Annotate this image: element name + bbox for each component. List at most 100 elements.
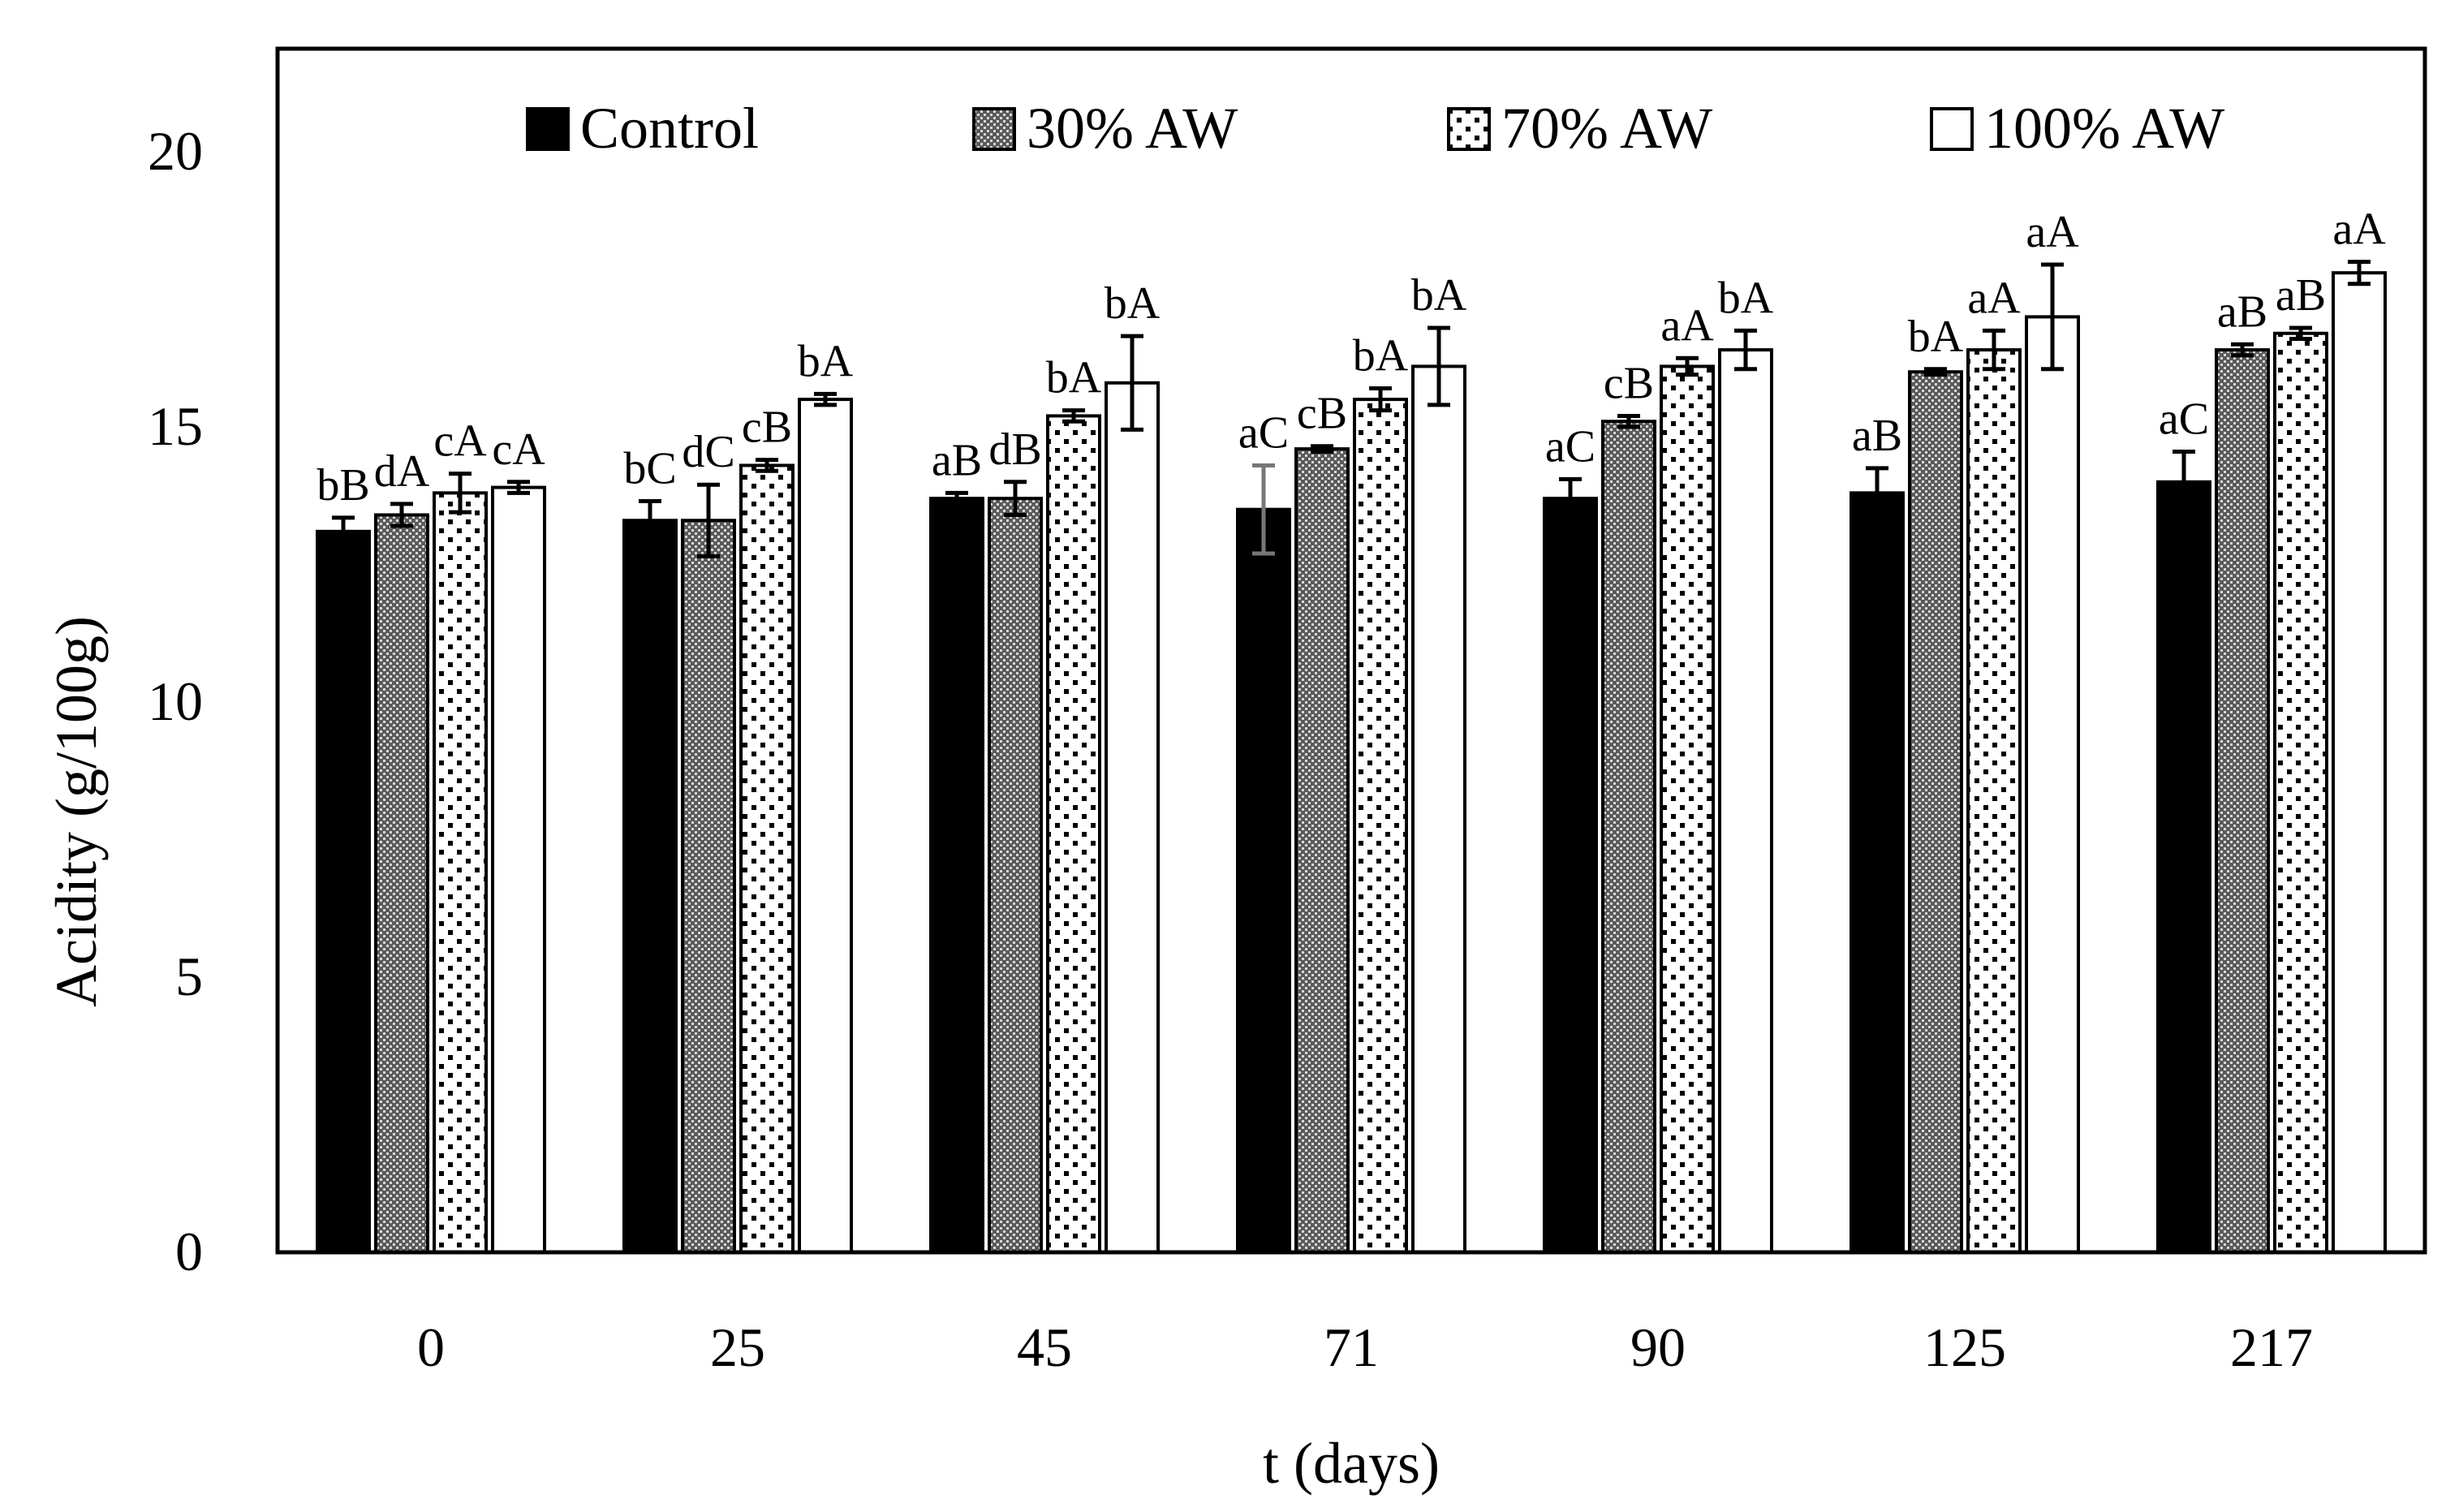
y-axis-title: Acidity (g/100g) <box>44 616 109 1007</box>
bar <box>2025 315 2080 1254</box>
error-bar <box>332 515 355 548</box>
bar <box>1411 364 1466 1254</box>
significance-letter: bB <box>317 460 369 510</box>
bar <box>1660 364 1715 1254</box>
plot-frame <box>275 46 2427 1255</box>
x-tick-label: 0 <box>417 1316 445 1378</box>
significance-letter: bC <box>623 444 676 494</box>
legend-label: 30% AW <box>1027 96 1238 161</box>
error-bar <box>756 458 778 473</box>
significance-letter: aA <box>1967 273 2021 323</box>
bar <box>2215 348 2270 1255</box>
significance-letter: bA <box>1353 331 1409 381</box>
error-bar <box>1369 386 1392 413</box>
legend-swatch <box>1930 107 1974 151</box>
y-axis-ticks: 0 5 10 15 20 <box>148 120 203 1282</box>
error-bar <box>639 499 661 542</box>
error-bar <box>697 482 720 558</box>
x-tick-label: 45 <box>1017 1316 1072 1378</box>
legend-item: 30% AW <box>972 96 1238 161</box>
y-tick-label: 10 <box>148 670 203 732</box>
y-tick-label: 20 <box>148 120 203 182</box>
error-bar <box>1866 466 1888 520</box>
significance-letter: aA <box>2332 205 2386 255</box>
significance-letter: bA <box>1718 273 1774 323</box>
error-bar <box>945 490 968 506</box>
error-bar <box>507 480 530 495</box>
legend-label: 100% AW <box>1984 96 2224 161</box>
error-bar <box>1121 334 1143 432</box>
significance-letter: bA <box>1105 278 1161 329</box>
error-bar <box>1734 328 1757 372</box>
error-bar <box>2289 325 2312 342</box>
bar <box>2332 271 2387 1254</box>
bar <box>1353 398 1408 1255</box>
significance-letter: cB <box>742 403 792 453</box>
error-bar <box>2041 262 2064 372</box>
significance-letter: cA <box>492 424 545 475</box>
legend-item: 70% AW <box>1447 96 1712 161</box>
error-bar <box>1559 476 1582 520</box>
error-bar <box>1252 463 1275 556</box>
significance-letter: aC <box>2159 394 2209 445</box>
bar <box>1850 491 1905 1254</box>
x-tick-label: 71 <box>1324 1316 1379 1378</box>
error-bar <box>814 391 837 407</box>
bar <box>433 491 488 1254</box>
legend-swatch <box>526 107 570 151</box>
significance-letter: aC <box>1238 407 1289 458</box>
bar <box>1543 497 1598 1254</box>
significance-letter: aC <box>1545 421 1595 472</box>
y-tick-label: 0 <box>175 1221 203 1282</box>
significance-letter: cA <box>433 416 487 467</box>
y-tick-label: 5 <box>175 946 203 1007</box>
significance-letter: dC <box>682 427 734 477</box>
error-bar <box>1983 328 2005 372</box>
x-tick-label: 217 <box>2230 1316 2313 1378</box>
x-tick-label: 90 <box>1630 1316 1686 1378</box>
bar <box>739 463 795 1254</box>
error-bar <box>1676 355 1699 377</box>
bar <box>988 497 1043 1254</box>
bar <box>1236 507 1291 1254</box>
bar <box>1966 348 2022 1255</box>
significance-letter: aA <box>1660 300 1714 351</box>
error-bar <box>1311 444 1333 454</box>
significance-letter: aB <box>2217 286 2267 337</box>
significance-letter: bA <box>1046 353 1102 403</box>
y-tick-label: 15 <box>148 395 203 457</box>
bar <box>2273 331 2328 1254</box>
significance-letter: aA <box>2026 207 2079 257</box>
bar <box>929 497 984 1254</box>
bar <box>1294 447 1350 1254</box>
x-tick-label: 25 <box>710 1316 765 1378</box>
significance-letter: bA <box>798 336 854 386</box>
error-bar <box>1004 480 1027 517</box>
bar <box>374 513 429 1254</box>
x-axis-ticks: 0 25 45 71 90 125 217 <box>417 1316 2313 1378</box>
error-bar <box>1428 325 1450 407</box>
bar-series <box>316 271 2387 1255</box>
legend-swatch <box>1447 107 1491 151</box>
error-bars <box>332 260 2371 558</box>
bar <box>622 519 678 1254</box>
bar <box>491 485 546 1254</box>
bar <box>681 519 736 1254</box>
significance-letter: aB <box>932 435 982 485</box>
significance-letter: aB <box>1852 411 1902 461</box>
legend: Control 30% AW 70% AW 100% AW <box>526 96 2224 161</box>
legend-label: 70% AW <box>1501 96 1712 161</box>
bar <box>1601 420 1656 1254</box>
legend-swatch <box>972 107 1016 151</box>
legend-item: Control <box>526 96 759 161</box>
x-tick-label: 125 <box>1923 1316 2006 1378</box>
legend-label: Control <box>580 96 759 161</box>
error-bar <box>2348 260 2371 286</box>
error-bar <box>449 472 472 515</box>
error-bar <box>1924 367 1947 377</box>
error-bar <box>1617 413 1640 429</box>
x-axis-title: t (days) <box>1263 1431 1440 1496</box>
bar <box>1908 370 1963 1255</box>
bar <box>1718 348 1773 1255</box>
